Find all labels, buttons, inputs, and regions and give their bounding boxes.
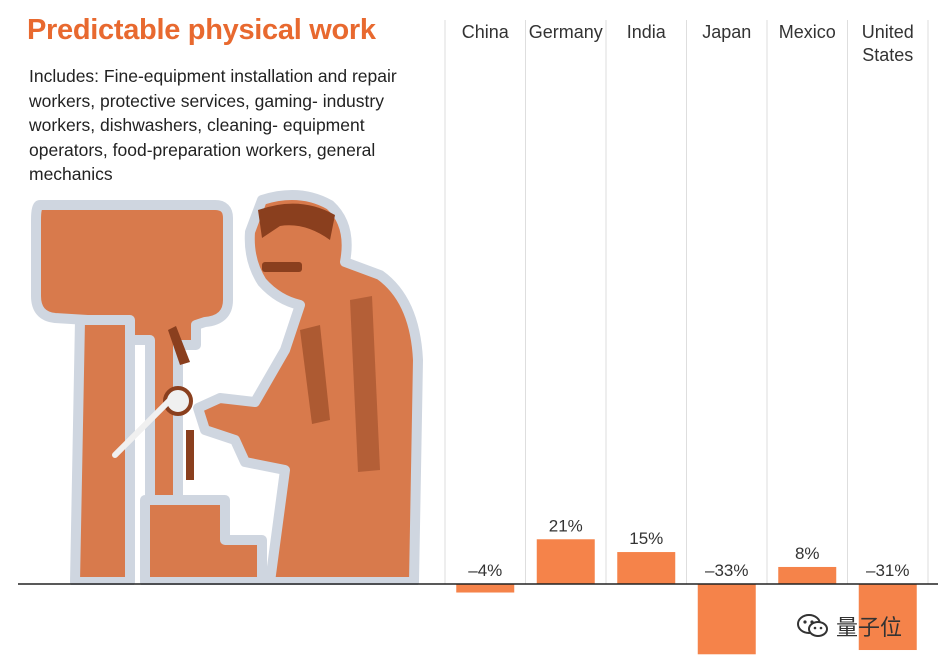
bar-mexico: [778, 566, 837, 584]
value-label: –4%: [468, 561, 502, 580]
bar-japan: [697, 584, 756, 655]
wechat-icon: [797, 614, 828, 637]
bar-united-states: [858, 584, 917, 651]
bar-china: [456, 584, 515, 593]
category-label: Japan: [702, 22, 751, 42]
watermark-text: 量子位: [836, 615, 903, 640]
value-label: 8%: [795, 544, 820, 563]
category-label: Mexico: [779, 22, 836, 42]
watermark: 量子位: [796, 610, 902, 642]
category-label: United States: [862, 22, 914, 65]
worker-illustration: [31, 190, 423, 585]
bar-india: [617, 552, 676, 584]
category-label: India: [627, 22, 667, 42]
value-label: 15%: [629, 529, 663, 548]
value-label: 21%: [549, 516, 583, 535]
category-label: Germany: [529, 22, 603, 42]
bar-germany: [536, 539, 595, 584]
value-label: –31%: [866, 561, 909, 580]
chart-description: Includes: Fine-equipment installation an…: [29, 66, 397, 184]
category-label: China: [462, 22, 510, 42]
chart-title: Predictable physical work: [27, 14, 376, 46]
value-label: –33%: [705, 561, 748, 580]
